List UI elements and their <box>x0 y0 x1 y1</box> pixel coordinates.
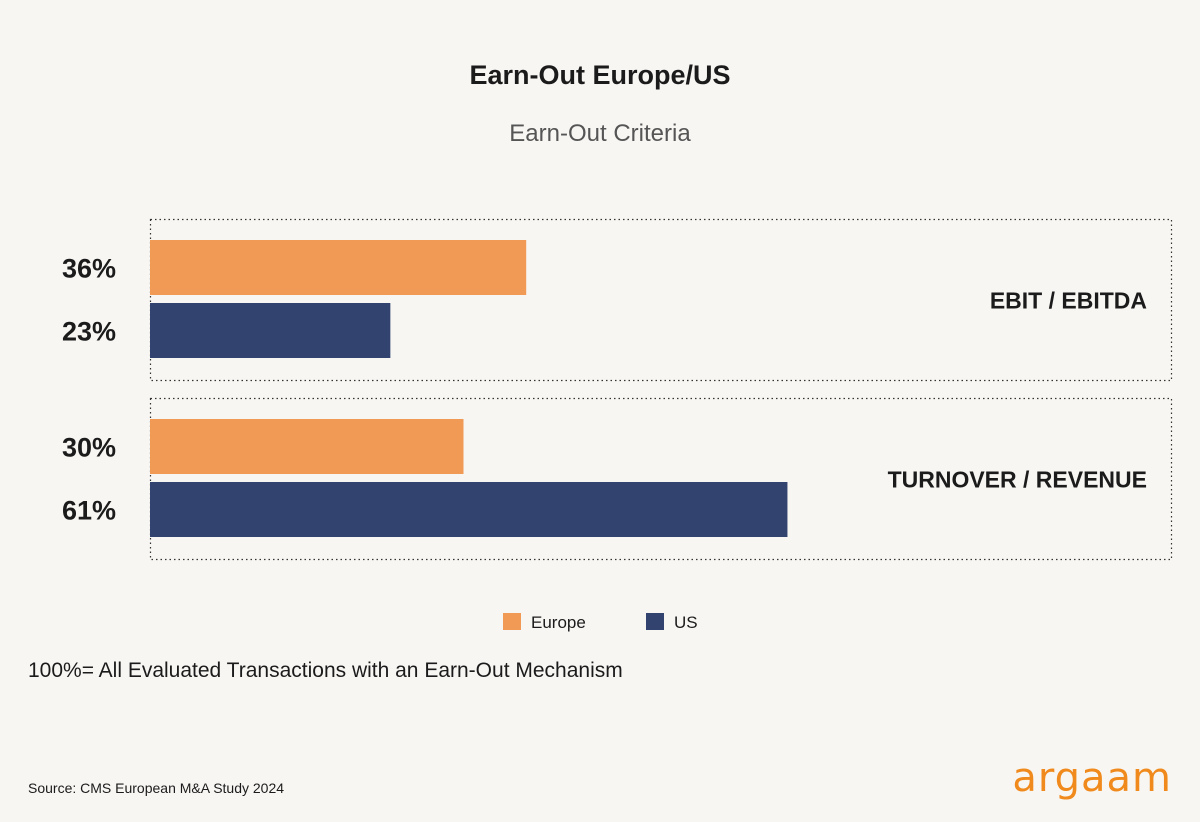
bar-us <box>150 303 391 358</box>
data-label: 30% <box>62 433 116 463</box>
category-label: TURNOVER / REVENUE <box>888 467 1147 493</box>
bar-us <box>150 482 788 537</box>
bar-europe <box>150 240 527 295</box>
argaam-logo: argaam <box>1012 755 1172 801</box>
bar-europe <box>150 419 464 474</box>
data-label: 61% <box>62 496 116 526</box>
data-label: 23% <box>62 317 116 347</box>
legend-swatch <box>503 613 521 630</box>
source-note: Source: CMS European M&A Study 2024 <box>28 780 284 796</box>
category-box <box>149 218 1173 382</box>
footnote: 100%= All Evaluated Transactions with an… <box>28 659 623 682</box>
legend-swatch <box>646 613 664 630</box>
chart-subtitle: Earn-Out Criteria <box>509 120 691 147</box>
legend: Europe US <box>503 613 698 632</box>
category-label: EBIT / EBITDA <box>990 288 1147 314</box>
legend-label: US <box>674 613 698 632</box>
category-box <box>149 397 1173 561</box>
data-label: 36% <box>62 254 116 284</box>
legend-label: Europe <box>531 613 586 632</box>
chart-title: Earn-Out Europe/US <box>469 60 730 90</box>
